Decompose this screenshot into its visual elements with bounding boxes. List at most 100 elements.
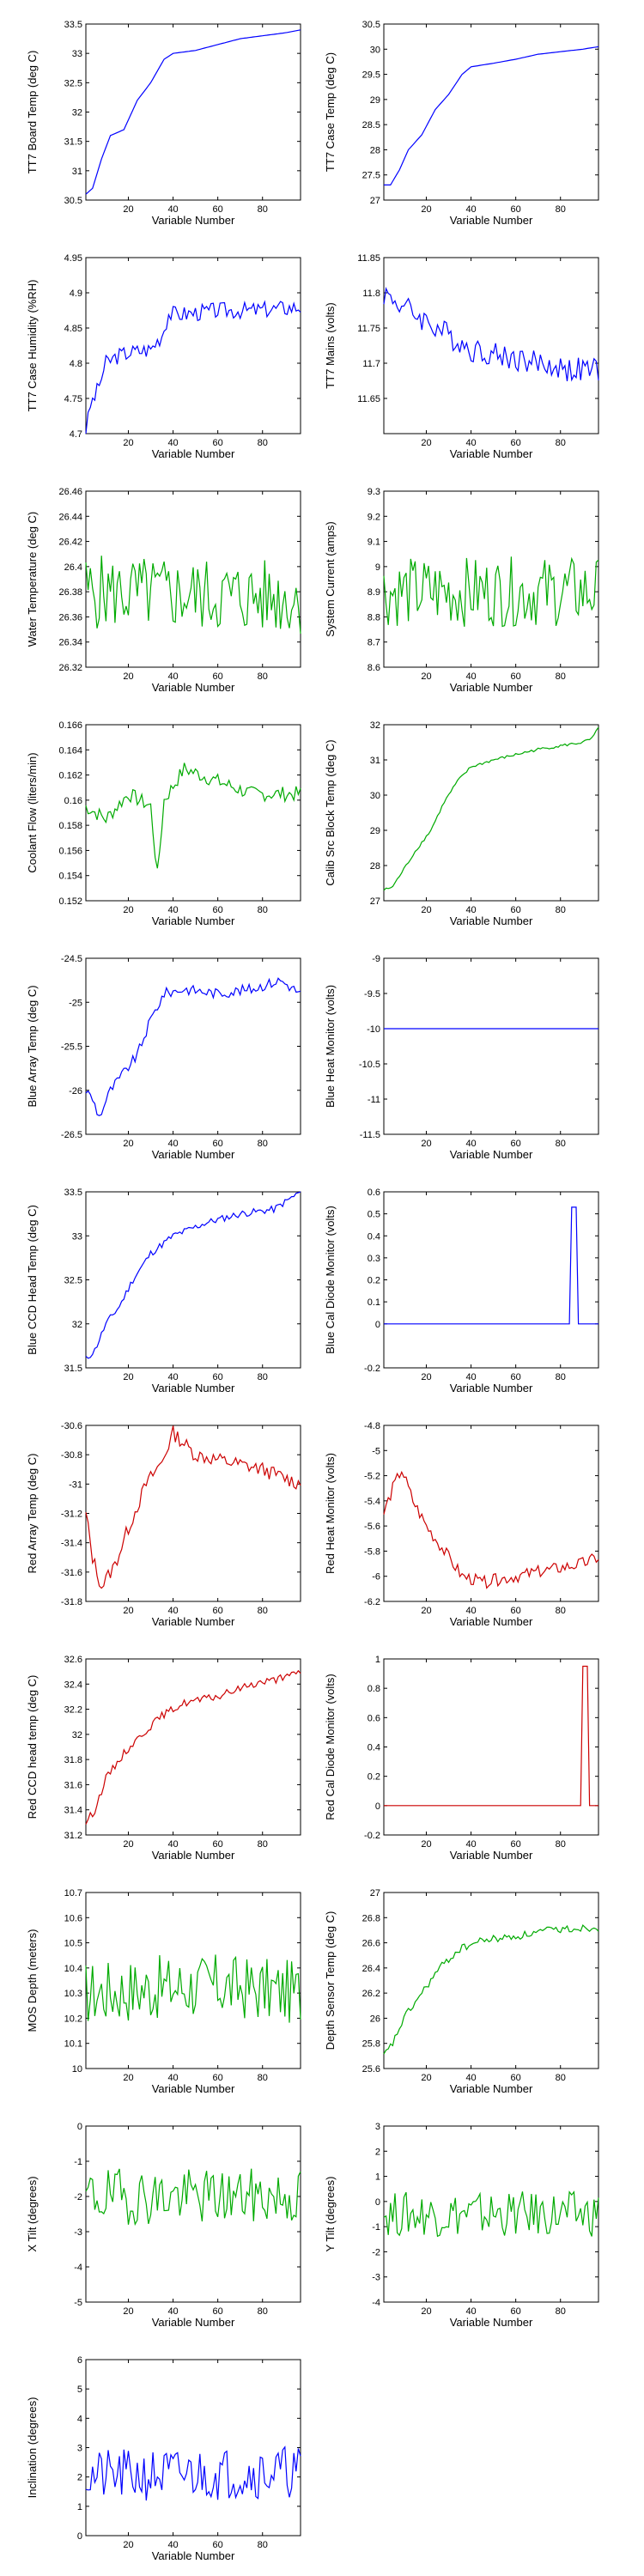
y-tick-label: 26.46 xyxy=(58,487,82,497)
x-tick-label: 20 xyxy=(123,2540,133,2550)
y-tick-label: 4.7 xyxy=(70,429,82,440)
y-tick-label: 30 xyxy=(370,791,380,801)
y-tick-label: 3 xyxy=(77,2444,82,2454)
x-axis-label: Variable Number xyxy=(152,1148,235,1161)
x-tick-label: 60 xyxy=(511,438,521,448)
y-tick-label: 0 xyxy=(375,2197,380,2208)
y-tick-label: 32 xyxy=(370,720,380,731)
y-tick-label: -5 xyxy=(74,2298,82,2308)
chart-panel: 0.152 0.154 0.156 0.158 0.16 0.162 0.164 0.166 2… xyxy=(26,720,301,927)
y-tick-label: -31 xyxy=(69,1479,82,1490)
chart-panel: -31.8 -31.6 -31.4 -31.2 -31 -30.8 -30.6 20 40 60 8… xyxy=(26,1421,301,1628)
x-tick-label: 60 xyxy=(213,671,223,682)
chart-panel: 11.65 11.7 11.75 11.8 11.85 20 40 60 80 Variable … xyxy=(324,253,599,460)
series-line xyxy=(85,1669,301,1825)
y-tick-label: -25 xyxy=(69,998,82,1008)
y-tick-label: 29 xyxy=(370,95,380,106)
x-tick-label: 60 xyxy=(213,1372,223,1382)
y-tick-label: 32 xyxy=(72,1730,82,1741)
y-tick-label: 0.164 xyxy=(58,745,82,756)
y-tick-label: 10 xyxy=(72,2064,82,2075)
y-tick-label: 27 xyxy=(370,196,380,206)
x-tick-label: 60 xyxy=(213,905,223,915)
x-axis-label: Variable Number xyxy=(152,2549,235,2562)
x-tick-label: 40 xyxy=(167,2073,178,2083)
y-tick-label: 0.16 xyxy=(64,796,82,806)
series-line xyxy=(383,556,599,628)
y-tick-label: 0 xyxy=(77,2122,82,2132)
y-tick-label: 32.4 xyxy=(64,1680,82,1690)
y-axis-label: Inclination (degrees) xyxy=(26,2397,39,2499)
x-tick-label: 80 xyxy=(556,1139,566,1149)
plot-area xyxy=(383,724,599,902)
x-tick-label: 60 xyxy=(213,204,223,215)
x-tick-label: 40 xyxy=(167,1139,178,1149)
x-tick-label: 60 xyxy=(511,905,521,915)
y-tick-label: 10.7 xyxy=(64,1888,82,1899)
x-axis-label: Variable Number xyxy=(450,1615,533,1628)
y-tick-label: 8.7 xyxy=(368,638,380,648)
x-axis-label: Variable Number xyxy=(152,214,235,227)
x-tick-label: 40 xyxy=(465,1839,476,1850)
series-line xyxy=(85,977,301,1116)
y-tick-label: 11.85 xyxy=(357,253,380,264)
y-tick-label: 31 xyxy=(370,756,380,766)
y-tick-label: 0.152 xyxy=(58,896,82,907)
chart-panel: -0.2 0 0.2 0.4 0.6 0.8 1 20 40 60 80 Variable Numbe… xyxy=(324,1655,599,1862)
x-tick-label: 60 xyxy=(213,2306,223,2317)
y-tick-label: -31.6 xyxy=(61,1568,82,1578)
chart-panel: -11.5 -11 -10.5 -10 -9.5 -9 20 40 60 80 Variable N… xyxy=(324,954,599,1161)
x-tick-label: 60 xyxy=(213,2073,223,2083)
x-tick-label: 40 xyxy=(465,2073,476,2083)
y-tick-label: -10.5 xyxy=(359,1060,380,1070)
x-tick-label: 40 xyxy=(167,2540,178,2550)
plot-area xyxy=(383,23,599,201)
plot-area xyxy=(383,2125,599,2303)
x-tick-label: 80 xyxy=(258,204,268,215)
chart-panel: 27 27.5 28 28.5 29 29.5 30 30.5 20 40 60 80 Variable… xyxy=(324,20,599,227)
y-tick-label: 4.75 xyxy=(64,394,82,404)
y-tick-label: 33 xyxy=(72,49,82,59)
y-tick-label: 2 xyxy=(375,2147,380,2157)
y-tick-label: 30.5 xyxy=(362,20,380,30)
y-tick-label: 4.9 xyxy=(70,289,82,299)
y-axis-label: TT7 Mains (volts) xyxy=(324,302,337,388)
x-axis-label: Variable Number xyxy=(152,2082,235,2095)
x-tick-label: 80 xyxy=(556,671,566,682)
x-axis-label: Variable Number xyxy=(152,2316,235,2329)
y-tick-label: 32 xyxy=(72,1320,82,1330)
y-tick-label: 29 xyxy=(370,826,380,836)
y-tick-label: 10.6 xyxy=(64,1913,82,1923)
y-tick-label: 33.5 xyxy=(64,1188,82,1198)
y-tick-label: -26.5 xyxy=(61,1130,82,1140)
y-axis-label: TT7 Case Humidity (%RH) xyxy=(26,280,39,412)
y-axis-label: Blue Array Temp (deg C) xyxy=(26,985,39,1107)
y-tick-label: 4.95 xyxy=(64,253,82,264)
x-tick-label: 80 xyxy=(556,1839,566,1850)
x-tick-label: 80 xyxy=(258,1839,268,1850)
y-tick-label: -11 xyxy=(368,1095,380,1105)
chart-panel: -4 -3 -2 -1 0 1 2 3 20 40 60 80 Variable Number Y Til… xyxy=(324,2122,599,2329)
y-tick-label: -1 xyxy=(74,2157,82,2167)
y-tick-label: 0 xyxy=(375,1320,380,1330)
y-axis-label: X Tilt (degrees) xyxy=(26,2176,39,2251)
y-tick-label: 31.4 xyxy=(64,1806,82,1816)
x-tick-label: 20 xyxy=(123,671,133,682)
chart-panel: 27 28 29 30 31 32 20 40 60 80 Variable Number Calib… xyxy=(324,720,599,927)
y-tick-label: 26.2 xyxy=(362,1989,380,1999)
y-tick-label: 11.75 xyxy=(357,324,380,334)
series-line xyxy=(85,2168,301,2227)
y-tick-label: -4 xyxy=(372,2298,380,2308)
x-tick-label: 20 xyxy=(421,671,431,682)
plot-area xyxy=(85,1425,301,1602)
y-tick-label: 0 xyxy=(375,1801,380,1812)
chart-panel: 25.6 25.8 26 26.2 26.4 26.6 26.8 27 20 40 60 80 Vari… xyxy=(324,1888,599,2095)
y-tick-label: 32.5 xyxy=(64,78,82,88)
y-tick-label: 31.2 xyxy=(64,1831,82,1841)
x-axis-label: Variable Number xyxy=(152,1849,235,1862)
x-tick-label: 60 xyxy=(213,1606,223,1616)
y-tick-label: 31.5 xyxy=(64,137,82,148)
y-axis-label: Blue Cal Diode Monitor (volts) xyxy=(324,1206,337,1354)
plot-area xyxy=(85,2125,301,2303)
